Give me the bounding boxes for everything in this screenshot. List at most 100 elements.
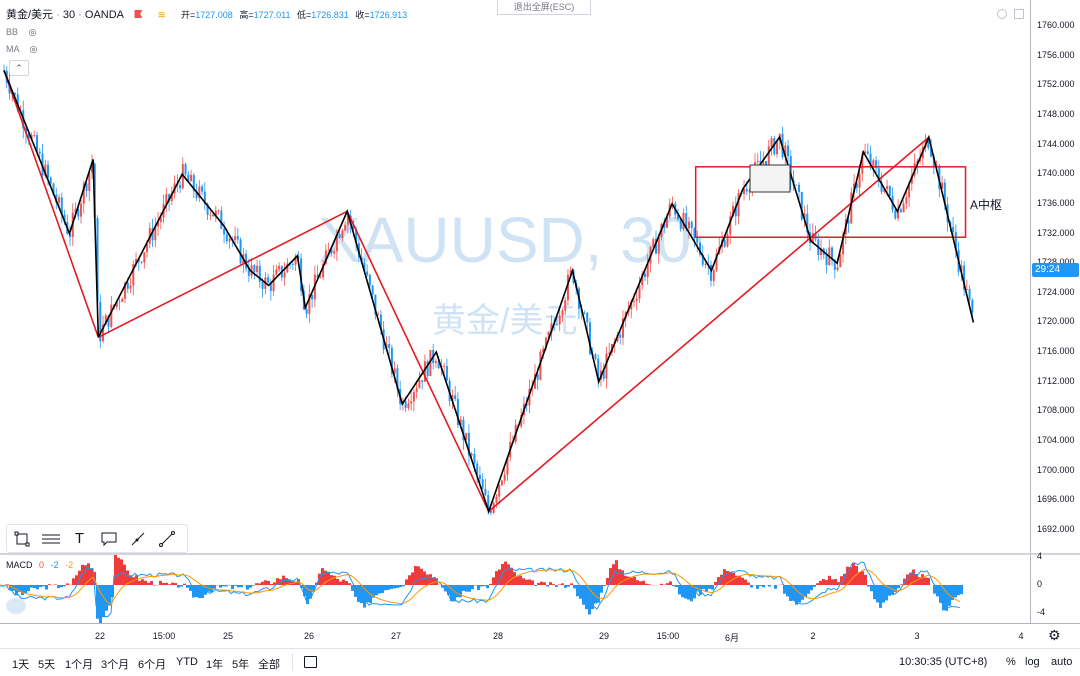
rectangle-tool-icon[interactable] [7,525,36,552]
candle-body [757,161,759,162]
brush-tool-icon[interactable] [123,525,152,552]
candle-body [141,262,143,263]
callout-tool-icon[interactable] [94,525,123,552]
candle-body [619,335,621,338]
candle-body [405,401,407,408]
candle-body [413,392,415,402]
macd-histogram-bar [213,585,216,589]
macd-histogram-bar [576,585,579,596]
macd-histogram-bar [63,585,66,586]
trendline-tool-icon[interactable] [152,525,181,552]
macd-histogram-bar [549,582,552,585]
macd-histogram-bar [741,578,744,585]
macd-histogram-bar [417,566,420,585]
date-range-icon[interactable] [292,653,293,671]
macd-histogram-bar [750,585,753,587]
candle-body [319,277,321,278]
candle-body [256,266,258,272]
candle-body [372,286,374,295]
zigzag-line[interactable] [4,70,973,511]
macd-histogram-bar [330,575,333,585]
candle-body [275,269,277,274]
trend-line[interactable] [98,211,347,337]
macd-histogram-bar [870,585,873,591]
macd-histogram-bar [573,585,576,588]
price-tick: 1760.000 [1037,20,1075,30]
range-button-6m[interactable]: 6个月 [138,656,166,672]
candle-body [435,361,437,363]
candle-body [556,324,558,325]
clock-display[interactable]: 10:30:35 (UTC+8) [899,656,987,668]
zone-label: A中枢 [970,197,1002,212]
macd-histogram-bar [516,576,519,585]
price-tick: 1748.000 [1037,109,1075,119]
candle-body [446,366,448,381]
macd-histogram-bar [90,569,93,585]
macd-histogram-bar [222,585,225,586]
macd-histogram-bar [258,583,261,585]
auto-toggle[interactable]: auto [1051,656,1072,668]
candle-body [886,186,888,189]
goto-date-icon[interactable] [304,656,317,668]
range-button-1m[interactable]: 1个月 [65,656,93,672]
macd-histogram-bar [678,585,681,594]
candle-body [410,401,412,403]
macd-histogram-bar [522,578,525,585]
candle-body [482,479,484,489]
candle-body [80,204,82,217]
macd-histogram-bar [201,585,204,598]
price-tick: 1744.000 [1037,139,1075,149]
macd-histogram-bar [564,585,567,588]
price-tick: 1752.000 [1037,79,1075,89]
macd-histogram-bar [702,585,705,589]
macd-histogram-bar [432,578,435,585]
range-button-ytd[interactable]: YTD [176,656,198,668]
price-chart[interactable]: XAUUSD, 30 黄金/美元 A中枢 [0,0,1030,553]
range-button-5d[interactable]: 5天 [38,656,55,672]
zigzag-layer [4,70,973,511]
macd-histogram-bar [639,581,642,585]
fib-tool-icon[interactable] [36,525,65,552]
macd-histogram-bar [804,585,807,597]
range-button-all[interactable]: 全部 [258,656,280,672]
candle-body [889,186,891,196]
candle-body [859,173,861,187]
candle-body [638,285,640,298]
candle-body [713,270,715,281]
macd-histogram-bar [24,585,27,593]
macd-histogram-bar [153,585,156,586]
range-button-1d[interactable]: 1天 [12,656,29,672]
macd-histogram-bar [453,585,456,601]
last-price-label: 29:24 [1032,263,1079,277]
watermark-symbol: XAUUSD, 30 [318,204,691,276]
candle-body [185,164,187,174]
macd-histogram-bar [483,585,486,586]
macd-title[interactable]: MACD [6,560,33,570]
macd-histogram-bar [246,585,249,590]
range-button-1y[interactable]: 1年 [206,656,223,672]
macd-histogram-bar [675,585,678,587]
range-button-5y[interactable]: 5年 [232,656,249,672]
axis-settings-icon[interactable]: ⚙ [1048,627,1061,644]
tradingview-logo-icon[interactable] [6,598,26,614]
candle-body [39,152,41,154]
macd-histogram-bar [366,585,369,602]
time-tick: 27 [391,631,401,641]
macd-histogram-bar [567,585,570,587]
log-toggle[interactable]: log [1025,656,1040,668]
macd-histogram-bar [846,567,849,585]
range-button-3m[interactable]: 3个月 [101,656,129,672]
candle-body [190,175,192,181]
candle-body [495,497,497,503]
candle-body [727,234,729,246]
macd-pane[interactable] [0,555,1030,623]
candle-body [229,239,231,241]
macd-histogram-bar [339,581,342,585]
percent-toggle[interactable]: % [1006,656,1016,668]
candle-body [504,475,506,481]
macd-histogram-bar [183,584,186,585]
macd-histogram-bar [396,585,399,588]
text-tool-icon[interactable]: T [65,525,94,552]
